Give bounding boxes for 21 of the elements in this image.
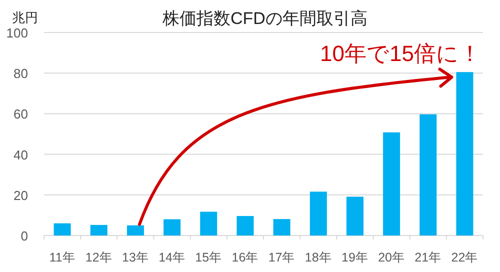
x-tick-label: 14年 bbox=[158, 250, 186, 264]
x-tick-label: 20年 bbox=[378, 250, 405, 264]
annotation: 10年で15倍に！ bbox=[320, 41, 481, 66]
x-tick-label: 15年 bbox=[195, 250, 222, 264]
y-tick-label: 40 bbox=[14, 147, 28, 162]
x-tick-label: 11年 bbox=[49, 250, 76, 264]
y-tick-label: 80 bbox=[14, 66, 28, 82]
x-tick-label: 13年 bbox=[122, 250, 149, 264]
x-tick-label: 12年 bbox=[85, 250, 112, 264]
x-tick-label: 17年 bbox=[268, 250, 296, 264]
x-tick-label: 21年 bbox=[414, 250, 442, 264]
y-tick-label: 60 bbox=[14, 106, 28, 122]
x-tick-label: 16年 bbox=[232, 250, 259, 264]
chart-title: 株価指数CFDの年間取引高 bbox=[162, 9, 368, 28]
x-tick-label: 22年 bbox=[451, 250, 478, 264]
x-tick-label: 19年 bbox=[342, 250, 368, 264]
y-tick-label: 100 bbox=[6, 26, 28, 40]
x-tick-label: 18年 bbox=[304, 250, 332, 264]
y-tick-label: 0 bbox=[20, 228, 28, 244]
y-tick-label: 20 bbox=[14, 188, 28, 203]
y-axis-title: 兆円 bbox=[12, 10, 38, 25]
